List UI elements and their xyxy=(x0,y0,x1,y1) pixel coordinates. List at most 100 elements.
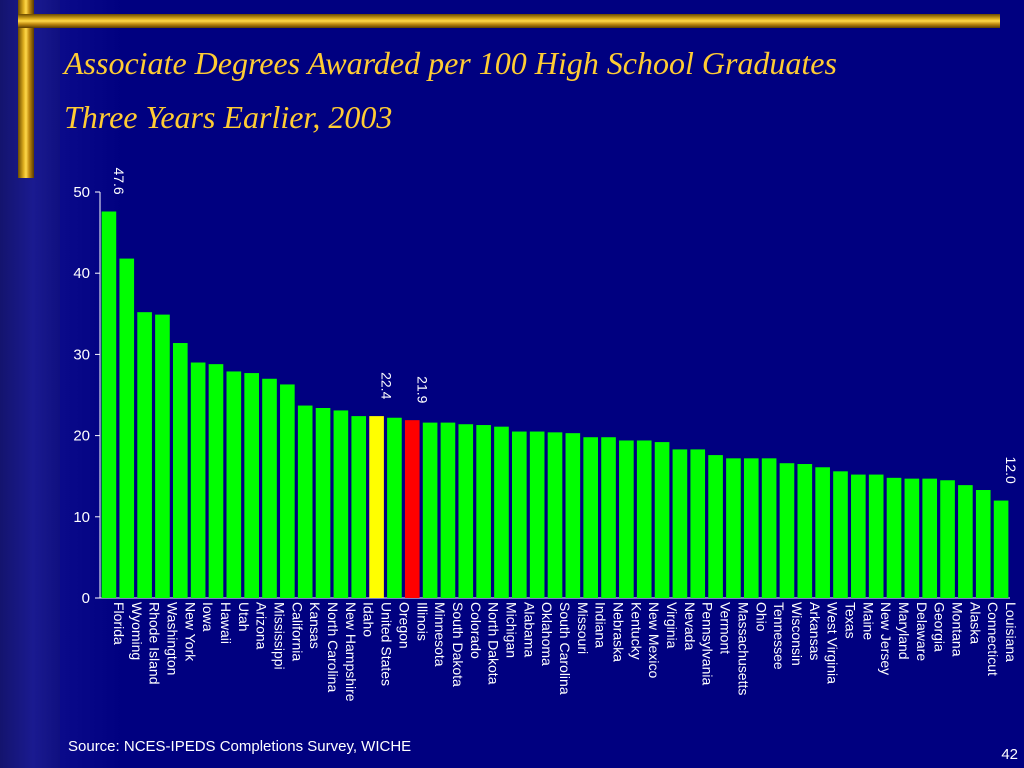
y-tick-label: 30 xyxy=(73,346,90,363)
x-tick-label: Louisiana xyxy=(1003,602,1019,662)
x-tick-label: Oklahoma xyxy=(539,602,555,666)
bar-maine xyxy=(851,474,866,598)
x-tick-label: Wyoming xyxy=(129,602,145,660)
x-tick-label: Connecticut xyxy=(985,602,1001,676)
x-tick-label: Utah xyxy=(236,602,252,632)
x-tick-label: Texas xyxy=(842,602,858,639)
x-tick-label: Arizona xyxy=(254,602,270,650)
bar-iowa xyxy=(190,362,206,598)
bar-north-carolina xyxy=(315,407,331,598)
gold-horizontal-bar xyxy=(18,14,1000,28)
x-tick-label: Maine xyxy=(860,602,876,640)
bar-nebraska xyxy=(601,437,616,598)
x-tick-label: Massachusetts xyxy=(735,602,751,695)
x-tick-label: Tennessee xyxy=(771,602,787,670)
bar-california xyxy=(280,384,295,598)
x-tick-label: Kansas xyxy=(307,602,323,649)
x-tick-label: North Dakota xyxy=(486,602,502,685)
bar-new-jersey xyxy=(868,474,884,598)
x-tick-label: North Carolina xyxy=(325,602,341,692)
x-tick-label: Kentucky xyxy=(628,602,644,660)
bar-florida xyxy=(101,211,117,598)
bar-south-carolina xyxy=(547,432,563,598)
bar-ohio xyxy=(743,458,759,598)
bar-georgia xyxy=(922,478,938,598)
bar-montana xyxy=(940,480,955,598)
bar-kentucky xyxy=(619,440,634,598)
bar-rhode-island xyxy=(137,312,152,598)
y-tick-label: 10 xyxy=(73,509,90,526)
x-tick-label: Indiana xyxy=(593,602,609,648)
bar-texas xyxy=(833,471,848,598)
bar-new-mexico xyxy=(636,440,652,598)
bar-mississippi xyxy=(262,378,277,598)
bar-new-york xyxy=(172,343,188,598)
x-tick-label: Alaska xyxy=(967,602,983,644)
x-tick-label: Wisconsin xyxy=(789,602,805,666)
x-tick-label: Washington xyxy=(164,602,180,675)
bar-michigan xyxy=(494,426,509,598)
x-tick-label: Ohio xyxy=(753,602,769,632)
bar-washington xyxy=(155,314,170,598)
bar-hawaii xyxy=(208,364,224,598)
x-tick-label: Florida xyxy=(111,602,127,645)
x-tick-label: Colorado xyxy=(468,602,484,659)
bar-vermont xyxy=(708,455,723,598)
x-tick-label: Virginia xyxy=(664,602,680,649)
gold-vertical-bar xyxy=(18,0,34,178)
x-tick-label: South Dakota xyxy=(450,602,466,687)
bar-maryland xyxy=(886,477,902,598)
x-tick-label: Oregon xyxy=(396,602,412,649)
bar-nevada xyxy=(672,449,688,598)
bar-connecticut xyxy=(975,490,991,598)
x-tick-label: Missouri xyxy=(575,602,591,654)
x-tick-label: Minnesota xyxy=(432,602,448,667)
data-label: 21.9 xyxy=(414,376,430,403)
bar-united-states xyxy=(369,416,384,598)
bar-kansas xyxy=(297,405,313,598)
x-tick-label: Mississippi xyxy=(272,602,288,670)
bar-oregon xyxy=(387,417,402,598)
data-label: 47.6 xyxy=(111,167,127,194)
x-tick-label: Alabama xyxy=(521,602,537,657)
bar-alaska xyxy=(958,485,973,598)
bar-oklahoma xyxy=(529,431,545,598)
slide-title: Associate Degrees Awarded per 100 High S… xyxy=(64,36,1014,144)
x-tick-label: South Carolina xyxy=(557,602,573,695)
bar-indiana xyxy=(583,437,599,598)
bar-new-hampshire xyxy=(333,410,349,598)
x-tick-label: Montana xyxy=(950,602,966,657)
x-tick-label: Nevada xyxy=(682,602,698,650)
bar-wyoming xyxy=(119,258,135,598)
bar-alabama xyxy=(511,431,527,598)
x-tick-label: New Hampshire xyxy=(343,602,359,702)
bar-west-virginia xyxy=(815,467,830,598)
x-tick-label: New York xyxy=(182,602,198,662)
bar-minnesota xyxy=(422,422,438,598)
x-tick-label: Michigan xyxy=(503,602,519,658)
x-tick-label: Maryland xyxy=(896,602,912,660)
title-line-2: Three Years Earlier, 2003 xyxy=(64,99,393,135)
bar-louisiana xyxy=(993,500,1009,598)
source-note: Source: NCES-IPEDS Completions Survey, W… xyxy=(68,738,412,755)
page-number: 42 xyxy=(1001,746,1018,763)
x-tick-label: Pennsylvania xyxy=(700,602,716,685)
bar-arkansas xyxy=(797,464,813,598)
bar-colorado xyxy=(458,424,474,598)
x-tick-label: Illinois xyxy=(414,602,430,641)
bar-wisconsin xyxy=(779,463,795,598)
x-tick-label: United States xyxy=(379,602,395,686)
x-tick-label: New Jersey xyxy=(878,602,894,675)
title-line-1: Associate Degrees Awarded per 100 High S… xyxy=(64,45,837,81)
x-tick-label: New Mexico xyxy=(646,602,662,678)
x-tick-label: Rhode Island xyxy=(147,602,163,685)
x-tick-label: Vermont xyxy=(718,602,734,654)
y-tick-label: 40 xyxy=(73,265,90,282)
data-label: 22.4 xyxy=(379,372,395,399)
bar-missouri xyxy=(565,433,581,598)
y-tick-label: 0 xyxy=(82,590,90,607)
bar-arizona xyxy=(244,373,259,598)
bar-north-dakota xyxy=(476,425,491,598)
x-tick-label: West Virginia xyxy=(825,602,841,684)
